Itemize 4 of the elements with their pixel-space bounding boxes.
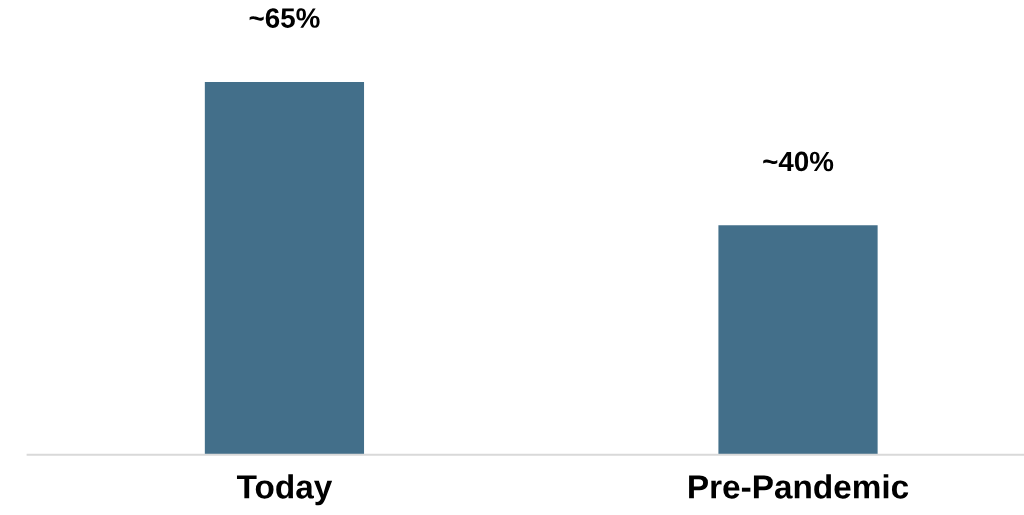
x-tick-label: Pre-Pandemic	[689, 474, 909, 499]
data-label: ~65%	[249, 8, 320, 28]
x-tick-label: Today	[236, 474, 333, 506]
data-label: ~40%	[763, 151, 834, 172]
